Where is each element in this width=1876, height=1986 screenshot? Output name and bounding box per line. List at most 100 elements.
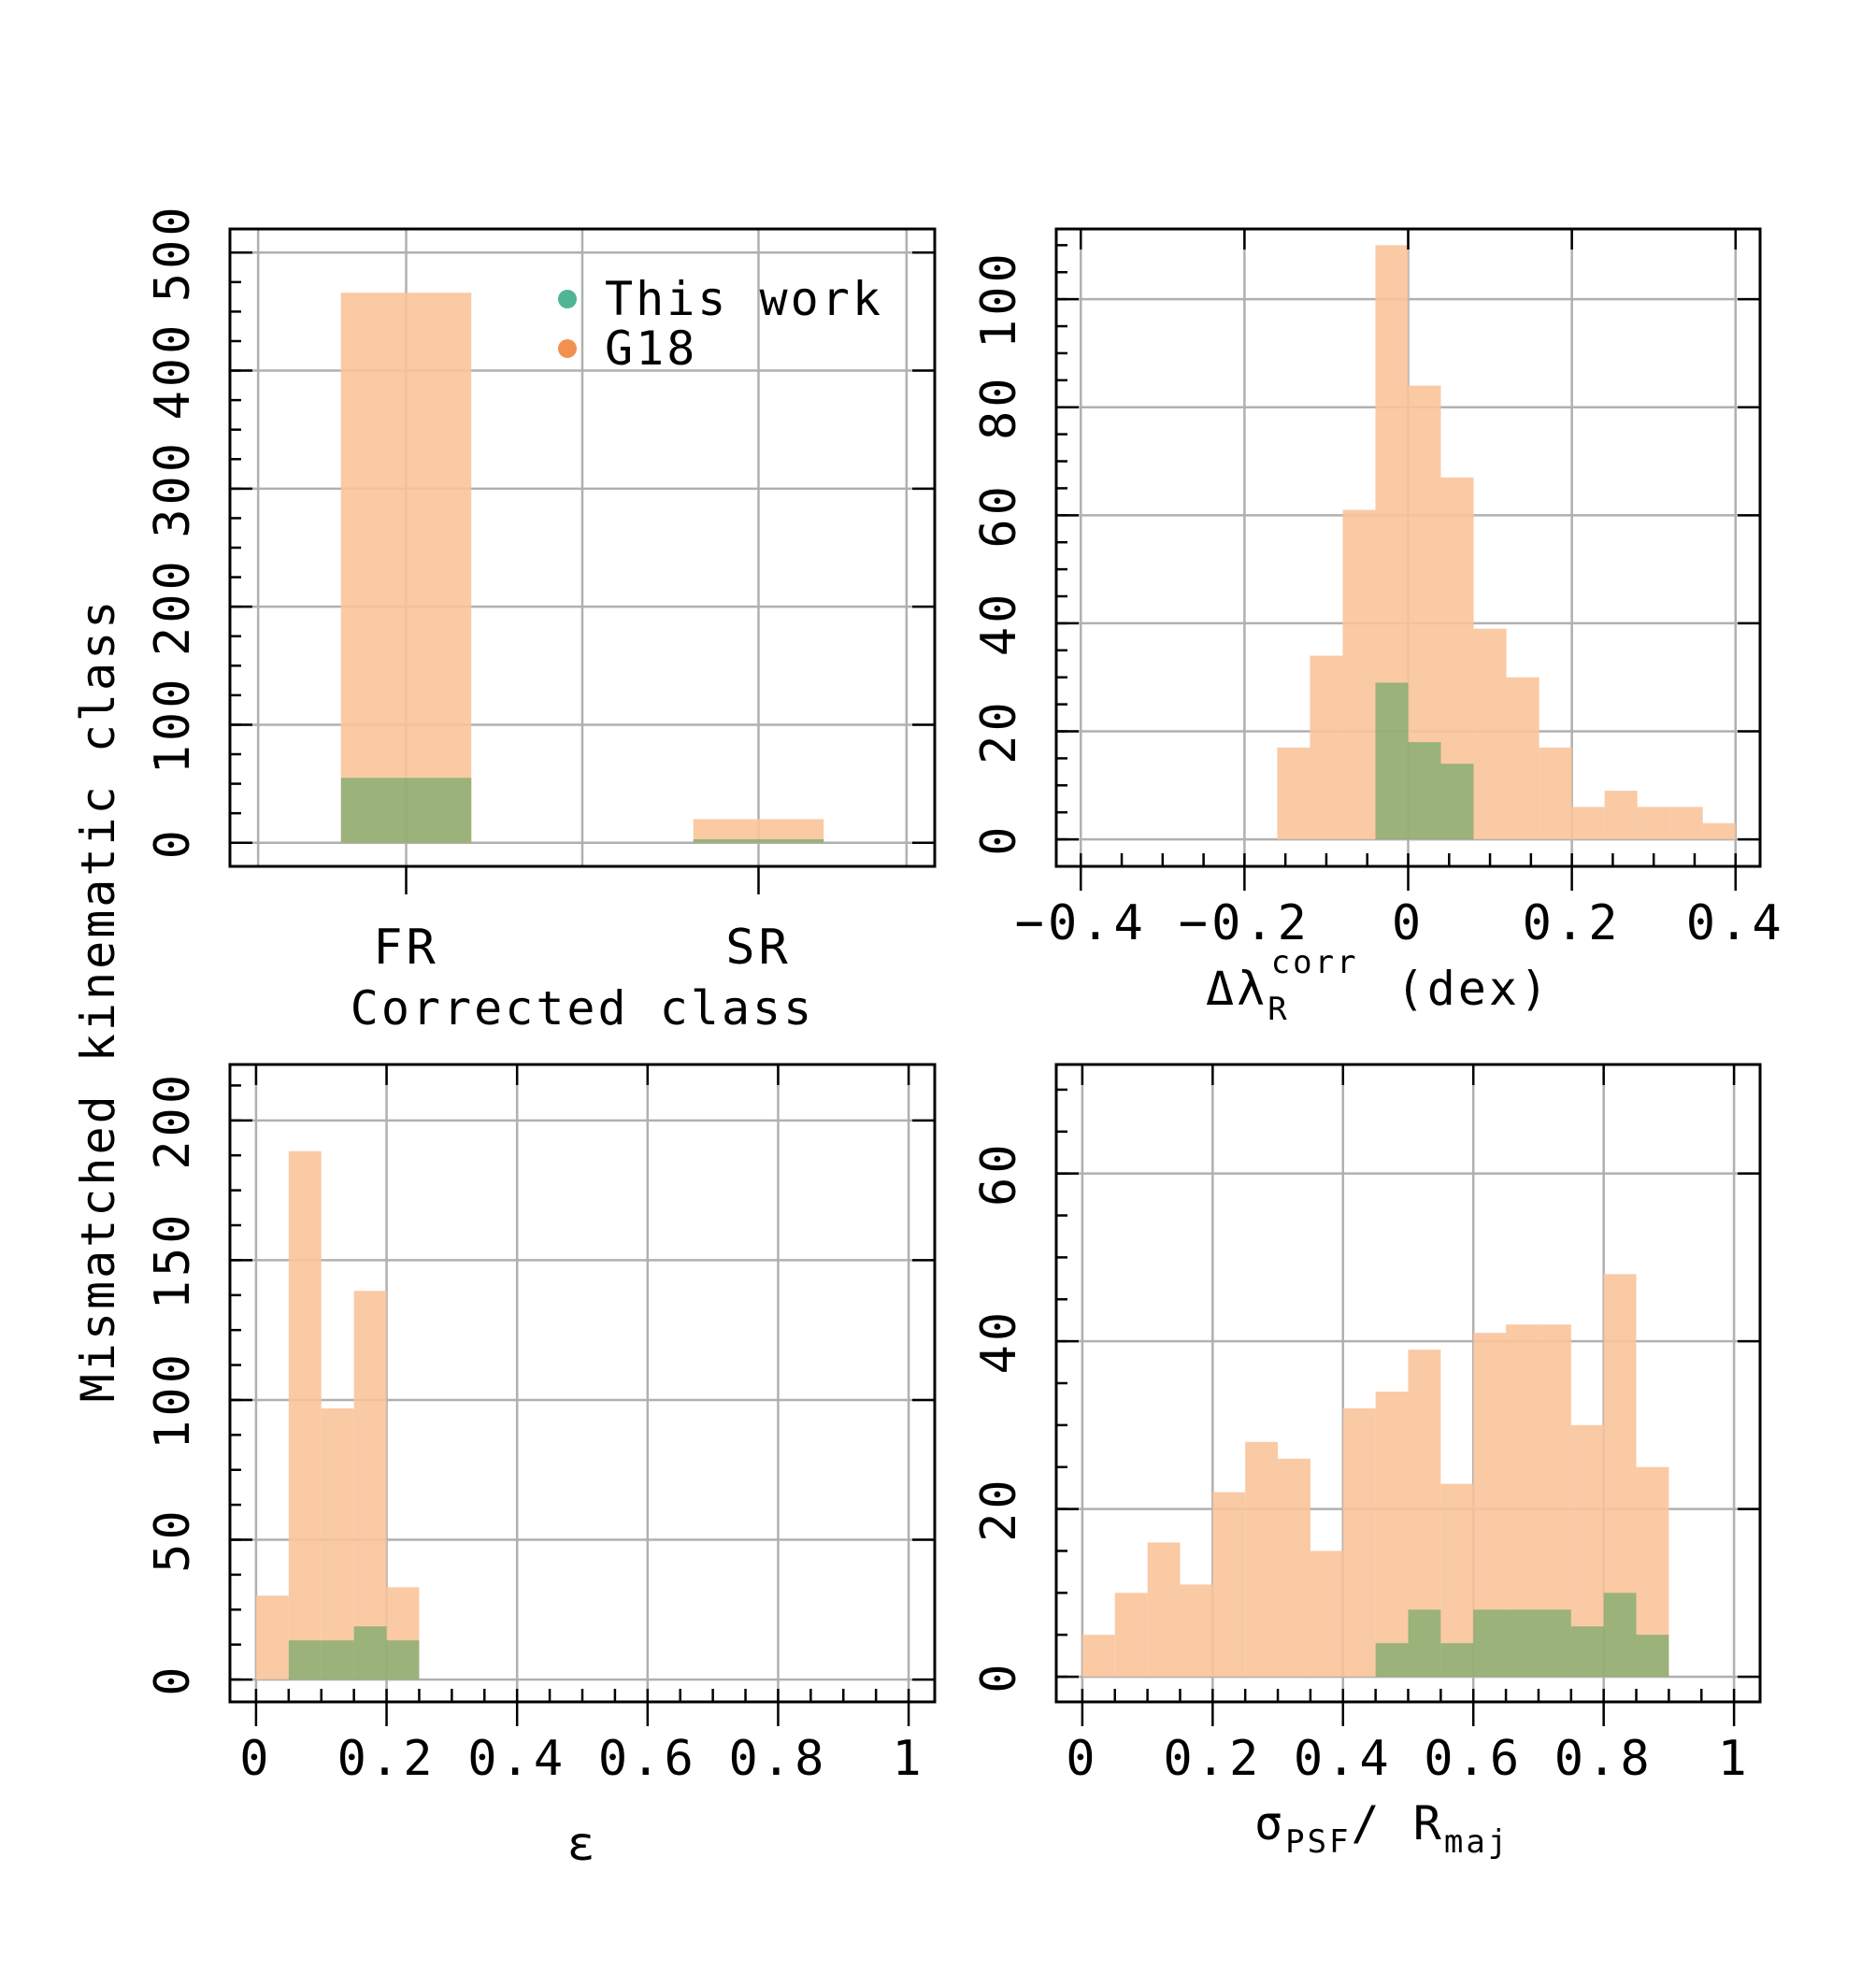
panel-dlam-xlabel-tail: (dex) bbox=[1396, 962, 1552, 1016]
psf-bar-g18 bbox=[1342, 1407, 1376, 1678]
psf-bar-g18 bbox=[1180, 1584, 1213, 1678]
eps-bar-g18 bbox=[321, 1407, 354, 1680]
dlam-ytick-label: 40 bbox=[971, 591, 1027, 657]
dlam-xtick-label: −0.4 bbox=[1015, 895, 1147, 951]
psf-xtick-label: 0.4 bbox=[1294, 1731, 1393, 1787]
eps-xtick-label: 1 bbox=[892, 1731, 924, 1787]
class-ytick-label: 400 bbox=[145, 321, 201, 421]
eps-ytick-label: 200 bbox=[145, 1071, 201, 1170]
psf-xtick-label: 1 bbox=[1717, 1731, 1750, 1787]
eps-bar-this-work bbox=[288, 1640, 322, 1680]
psf-bar-this-work bbox=[1570, 1626, 1604, 1678]
psf-ytick-label: 20 bbox=[971, 1476, 1027, 1542]
legend-label-g18: G18 bbox=[605, 321, 697, 376]
eps-xtick-label: 0.6 bbox=[598, 1731, 697, 1787]
class-bar-g18 bbox=[340, 293, 472, 843]
legend-marker-g18 bbox=[558, 339, 577, 358]
dlam-bar-g18 bbox=[1277, 747, 1310, 840]
dlam-bar-g18 bbox=[1702, 822, 1736, 840]
panel-eps-xlabel: ε bbox=[566, 1817, 597, 1871]
class-ytick-label: 0 bbox=[145, 826, 201, 859]
dlam-ytick-label: 80 bbox=[971, 374, 1027, 440]
panel-dlam-xlabel-sup: corr bbox=[1271, 944, 1359, 981]
eps-xtick-label: 0.8 bbox=[728, 1731, 827, 1787]
eps-xtick-label: 0 bbox=[239, 1731, 272, 1787]
panel-psf: 0 20 40 60 0 0.2 0.4 0.6 0.8 1 σPSF/ Rmaj bbox=[971, 1063, 1762, 1861]
panel-dlam-xlabel-main: Δλ bbox=[1206, 962, 1267, 1016]
psf-bar-g18 bbox=[1081, 1635, 1115, 1678]
psf-bar-this-work bbox=[1440, 1643, 1474, 1678]
dlam-bar-g18 bbox=[1506, 677, 1539, 840]
eps-bar-g18 bbox=[255, 1595, 289, 1680]
panel-class-xlabel: Corrected class bbox=[351, 981, 815, 1036]
dlam-bar-g18 bbox=[1637, 807, 1670, 840]
shared-ylabel: Mismatched kinematic class bbox=[71, 598, 125, 1403]
dlam-bar-g18 bbox=[1539, 747, 1572, 840]
psf-xtick-label: 0.8 bbox=[1554, 1731, 1654, 1787]
legend: This work G18 bbox=[558, 272, 883, 376]
psf-bar-this-work bbox=[1603, 1593, 1637, 1678]
eps-bar-this-work bbox=[321, 1640, 354, 1680]
dlam-ytick-label: 60 bbox=[971, 482, 1027, 549]
dlam-bar-this-work bbox=[1375, 682, 1409, 840]
panel-eps: 0 50 100 150 200 0 0.2 0.4 0.6 0.8 1 ε bbox=[145, 1063, 937, 1871]
eps-ytick-label: 100 bbox=[145, 1350, 201, 1450]
dlam-bar-g18 bbox=[1473, 628, 1507, 840]
class-ytick-label: 300 bbox=[145, 439, 201, 538]
panel-psf-xlabel-sub2: maj bbox=[1444, 1823, 1510, 1861]
class-bar-this-work bbox=[693, 838, 824, 843]
panel-psf-xlabel-mid: / R bbox=[1352, 1796, 1444, 1850]
psf-bar-this-work bbox=[1408, 1609, 1441, 1678]
panel-psf-xlabel-main: σ bbox=[1254, 1796, 1285, 1850]
dlam-ytick-label: 0 bbox=[971, 822, 1027, 855]
psf-ytick-label: 40 bbox=[971, 1308, 1027, 1375]
dlam-bar-this-work bbox=[1408, 742, 1441, 840]
panel-psf-xlabel: σPSF/ Rmaj bbox=[1254, 1796, 1510, 1861]
class-ytick-label: 200 bbox=[145, 557, 201, 656]
panel-dlam: 0 20 40 60 80 100 −0.4 −0.2 0 0.2 0.4 ΔλRcorr (dex) bbox=[971, 227, 1785, 1028]
psf-bar-g18 bbox=[1310, 1550, 1343, 1678]
psf-xtick-label: 0.6 bbox=[1424, 1731, 1523, 1787]
panel-psf-xlabel-sub: PSF bbox=[1285, 1823, 1351, 1861]
dlam-bar-g18 bbox=[1571, 807, 1605, 840]
dlam-ytick-label: 20 bbox=[971, 698, 1027, 764]
psf-bar-g18 bbox=[1147, 1542, 1181, 1678]
psf-bar-this-work bbox=[1473, 1609, 1507, 1678]
dlam-bar-this-work bbox=[1440, 764, 1474, 840]
psf-bar-this-work bbox=[1375, 1643, 1409, 1678]
psf-xtick-label: 0 bbox=[1066, 1731, 1098, 1787]
dlam-xtick-label: 0.4 bbox=[1686, 895, 1785, 951]
legend-marker-this-work bbox=[558, 290, 577, 308]
eps-ytick-label: 50 bbox=[145, 1507, 201, 1573]
psf-ytick-label: 60 bbox=[971, 1140, 1027, 1207]
psf-ytick-label: 0 bbox=[971, 1660, 1027, 1693]
dlam-bar-g18 bbox=[1342, 509, 1376, 840]
class-bar-g18 bbox=[693, 819, 824, 843]
eps-bar-g18 bbox=[353, 1291, 387, 1680]
psf-xtick-label: 0.2 bbox=[1163, 1731, 1262, 1787]
eps-ytick-label: 0 bbox=[145, 1663, 201, 1695]
panel-class: 0 100 200 300 400 500 FR SR Corrected class Thi… bbox=[145, 203, 937, 1036]
class-xtick-label: FR bbox=[373, 920, 439, 976]
panel-dlam-xlabel: ΔλRcorr (dex) bbox=[1206, 944, 1551, 1028]
dlam-xtick-label: −0.2 bbox=[1179, 895, 1310, 951]
psf-bar-g18 bbox=[1375, 1391, 1409, 1678]
eps-xtick-label: 0.4 bbox=[467, 1731, 566, 1787]
psf-bar-g18 bbox=[1278, 1458, 1310, 1678]
psf-bar-this-work bbox=[1636, 1635, 1669, 1678]
eps-bar-g18 bbox=[288, 1150, 322, 1680]
psf-bar-g18 bbox=[1212, 1492, 1246, 1678]
class-ytick-label: 500 bbox=[145, 203, 201, 302]
eps-ytick-label: 150 bbox=[145, 1210, 201, 1309]
psf-bar-g18 bbox=[1114, 1593, 1148, 1678]
class-xtick-label: SR bbox=[725, 920, 792, 976]
dlam-xtick-label: 0.2 bbox=[1523, 895, 1622, 951]
dlam-xtick-label: 0 bbox=[1392, 895, 1425, 951]
eps-bar-this-work bbox=[386, 1640, 420, 1680]
legend-label-this-work: This work bbox=[605, 272, 883, 326]
dlam-bar-g18 bbox=[1310, 655, 1343, 840]
eps-bar-this-work bbox=[353, 1626, 387, 1680]
psf-bar-g18 bbox=[1245, 1441, 1279, 1678]
panel-dlam-xlabel-sub: R bbox=[1267, 991, 1289, 1028]
